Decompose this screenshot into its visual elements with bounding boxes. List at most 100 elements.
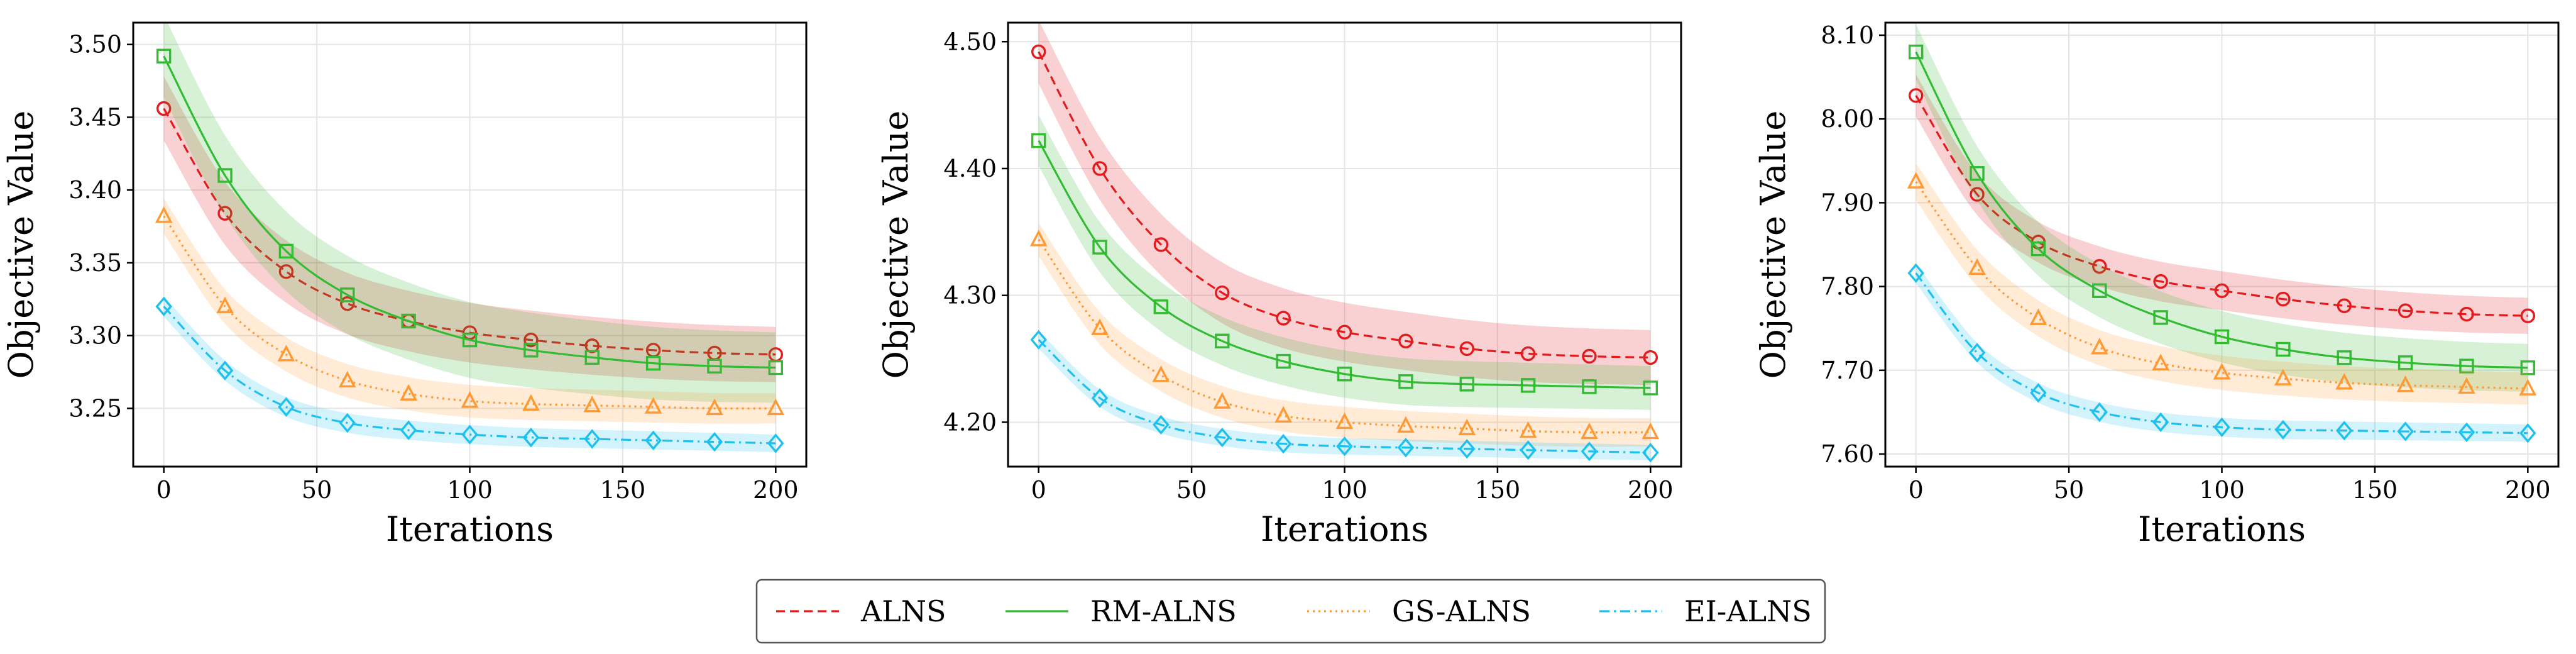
marker-alns xyxy=(156,101,172,116)
marker-rm-alns xyxy=(1092,240,1107,255)
marker-alns xyxy=(1908,88,1924,103)
marker-rm-alns xyxy=(217,168,233,183)
marker-gs-alns xyxy=(767,398,785,416)
y-tick-label: 3.40 xyxy=(69,176,122,204)
marker-rm-alns xyxy=(1459,377,1474,392)
marker-rm-alns xyxy=(2153,310,2168,325)
marker-alns xyxy=(523,332,539,348)
line-rm-alns xyxy=(1038,140,1651,389)
marker-alns xyxy=(2337,298,2352,313)
x-tick-label: 200 xyxy=(1628,476,1674,504)
marker-ei-alns xyxy=(1030,330,1047,350)
marker-rm-alns xyxy=(1337,367,1352,382)
marker-ei-alns xyxy=(339,413,356,433)
marker-ei-alns xyxy=(1397,438,1415,458)
marker-rm-alns xyxy=(156,48,172,64)
band-rm-alns xyxy=(1916,24,2528,392)
marker-alns xyxy=(1459,341,1474,357)
marker-gs-alns xyxy=(1642,422,1660,440)
x-tick-label: 150 xyxy=(2352,476,2398,504)
y-tick-label: 4.50 xyxy=(943,28,997,55)
marker-ei-alns xyxy=(522,428,540,448)
x-tick-label: 50 xyxy=(2054,476,2084,504)
marker-rm-alns xyxy=(340,287,355,302)
series-ei-alns xyxy=(1907,263,2536,443)
grid-lines xyxy=(1008,23,1681,467)
marker-ei-alns xyxy=(1336,436,1353,457)
series-alns xyxy=(1031,23,1658,385)
marker-rm-alns xyxy=(1153,299,1169,314)
y-tick-label: 7.90 xyxy=(1821,189,1874,216)
marker-rm-alns xyxy=(2031,241,2046,257)
marker-alns xyxy=(1215,285,1230,301)
marker-alns xyxy=(2398,303,2413,318)
band-rm-alns xyxy=(163,23,776,403)
marker-rm-alns xyxy=(1398,374,1413,389)
marker-gs-alns xyxy=(522,394,540,411)
marker-ei-alns xyxy=(1907,263,1924,283)
line-alns xyxy=(1915,95,2528,317)
marker-rm-alns xyxy=(2214,329,2230,345)
marker-gs-alns xyxy=(277,345,295,362)
band-ei-alns xyxy=(1916,263,2528,442)
y-tick-label: 8.00 xyxy=(1821,105,1874,133)
marker-gs-alns xyxy=(2396,375,2414,392)
marker-gs-alns xyxy=(216,296,234,314)
marker-gs-alns xyxy=(1335,412,1354,430)
band-gs-alns xyxy=(1038,223,1651,447)
marker-alns xyxy=(217,206,233,221)
marker-gs-alns xyxy=(400,384,417,401)
marker-alns xyxy=(2153,274,2168,289)
marker-rm-alns xyxy=(707,358,722,374)
marker-ei-alns xyxy=(2152,412,2169,433)
y-tick-label: 3.35 xyxy=(69,249,122,277)
marker-alns xyxy=(1582,348,1597,364)
marker-rm-alns xyxy=(2459,358,2474,374)
legend-entry-gs-alns: GS-ALNS xyxy=(1307,594,1531,628)
x-tick-label: 200 xyxy=(2505,476,2551,504)
marker-rm-alns xyxy=(2276,341,2291,357)
x-tick-label: 0 xyxy=(156,476,172,504)
marker-alns xyxy=(1970,187,1985,202)
marker-ei-alns xyxy=(216,360,234,380)
marker-gs-alns xyxy=(2152,353,2169,370)
marker-rm-alns xyxy=(462,332,478,348)
marker-rm-alns xyxy=(2398,355,2413,370)
chart-panel-3: 0 50 100 150 200 7.60 7.70 7.80 7.90 8.00 8.10 Iter… xyxy=(1753,21,2560,549)
marker-gs-alns xyxy=(338,370,356,388)
y-axis-title: Objective Value xyxy=(1753,111,1793,379)
marker-gs-alns xyxy=(1397,416,1415,433)
marker-rm-alns xyxy=(584,350,600,365)
marker-ei-alns xyxy=(400,420,417,440)
marker-gs-alns xyxy=(2274,369,2292,385)
y-tick-label: 3.50 xyxy=(69,31,122,58)
marker-alns xyxy=(1153,237,1169,252)
marker-gs-alns xyxy=(2029,308,2047,325)
line-gs-alns xyxy=(163,215,776,410)
x-axis-title: Iterations xyxy=(1261,509,1428,549)
series-gs-alns xyxy=(1907,163,2537,405)
marker-rm-alns xyxy=(401,313,416,329)
legend-entry-alns: ALNS xyxy=(776,594,946,628)
legend-label: ALNS xyxy=(860,594,946,628)
marker-gs-alns xyxy=(461,391,479,408)
marker-gs-alns xyxy=(2519,379,2537,396)
marker-rm-alns xyxy=(1970,166,1985,181)
y-tick-label: 4.40 xyxy=(943,155,997,182)
marker-gs-alns xyxy=(1274,406,1292,423)
y-tick-label: 8.10 xyxy=(1821,21,1874,49)
marker-rm-alns xyxy=(523,343,539,358)
marker-gs-alns xyxy=(644,397,662,414)
marker-gs-alns xyxy=(1091,318,1109,335)
marker-gs-alns xyxy=(2090,338,2108,355)
marker-ei-alns xyxy=(1274,434,1292,454)
marker-alns xyxy=(1092,161,1107,176)
marker-ei-alns xyxy=(155,296,172,317)
marker-gs-alns xyxy=(155,206,173,223)
y-axis-title: Objective Value xyxy=(876,111,916,379)
marker-rm-alns xyxy=(2337,350,2352,365)
x-tick-label: 100 xyxy=(447,476,493,504)
band-alns xyxy=(163,76,776,382)
series-rm-alns xyxy=(1031,115,1658,410)
y-tick-label: 7.60 xyxy=(1821,440,1874,468)
